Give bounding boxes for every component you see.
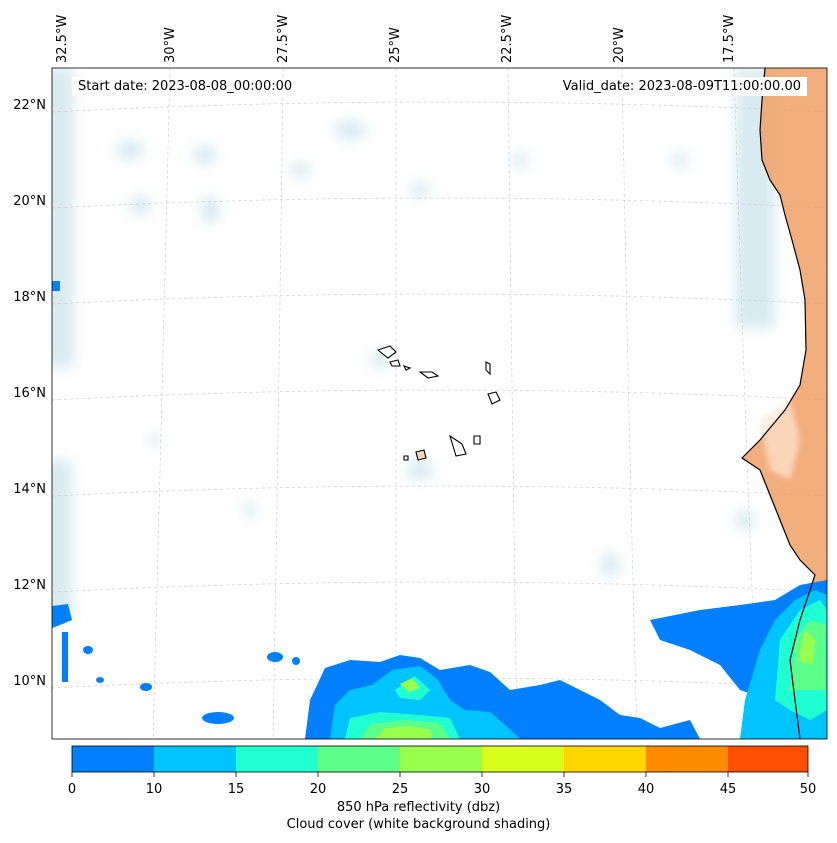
colorbar-tick-10: 10	[145, 782, 163, 797]
lat-label-22n: 22°N	[13, 98, 46, 113]
lon-label-30w: 30°W	[163, 27, 178, 63]
lat-label-18n: 18°N	[13, 290, 46, 305]
colorbar-segment-1	[72, 746, 154, 772]
start-date-label: Start date: 2023-08-08_00:00:00	[72, 77, 299, 96]
africa-land-terrain	[742, 68, 827, 739]
colorbar-tick-35: 35	[555, 782, 573, 797]
colorbar-segment-8	[646, 746, 728, 772]
colorbar-tick-40: 40	[637, 782, 655, 797]
colorbar-tick-15: 15	[227, 782, 245, 797]
lat-label-20n: 20°N	[13, 194, 46, 209]
lat-label-14n: 14°N	[13, 482, 46, 497]
colorbar-segment-7	[564, 746, 646, 772]
lat-label-10n: 10°N	[13, 674, 46, 689]
africa-terrain-light	[760, 400, 800, 480]
lat-label-12n: 12°N	[13, 578, 46, 593]
colorbar-segment-3	[236, 746, 318, 772]
colorbar-label: 850 hPa reflectivity (dbz)	[336, 800, 501, 815]
map-frame	[51, 67, 828, 740]
colorbar	[71, 745, 809, 777]
colorbar-tick-50: 50	[799, 782, 817, 797]
lon-label-22-5w: 22.5°W	[500, 14, 515, 63]
coastlines	[741, 68, 816, 739]
lon-label-25w: 25°W	[388, 27, 403, 63]
colorbar-segment-2	[154, 746, 236, 772]
colorbar-segment-4	[318, 746, 400, 772]
colorbar-tick-0: 0	[67, 782, 77, 797]
colorbar-segment-9	[728, 746, 808, 772]
cape-verde-islands	[376, 345, 501, 461]
colorbar-sublabel: Cloud cover (white background shading)	[286, 817, 551, 832]
lon-label-20w: 20°W	[612, 27, 627, 63]
colorbar-segment-6	[482, 746, 564, 772]
valid-date-label: Valid_date: 2023-08-09T11:00:00.00	[556, 77, 807, 96]
colorbar-tick-30: 30	[473, 782, 491, 797]
colorbar-segment-5	[400, 746, 482, 772]
lat-label-16n: 16°N	[13, 386, 46, 401]
colorbar-tick-25: 25	[391, 782, 409, 797]
colorbar-tick-45: 45	[719, 782, 737, 797]
colorbar-tick-20: 20	[309, 782, 327, 797]
lon-label-27-5w: 27.5°W	[276, 14, 291, 63]
lon-label-17-5w: 17.5°W	[722, 14, 737, 63]
reflectivity-contours	[52, 281, 827, 739]
lon-label-32-5w: 32.5°W	[55, 14, 70, 63]
